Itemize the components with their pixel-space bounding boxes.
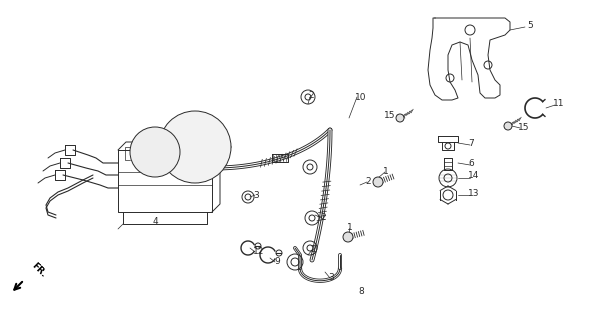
Text: 10: 10: [355, 92, 366, 101]
Circle shape: [159, 111, 231, 183]
Text: 9: 9: [274, 258, 280, 267]
Text: 15: 15: [518, 124, 530, 132]
Text: 1: 1: [383, 167, 389, 177]
Text: 3: 3: [253, 190, 259, 199]
Text: 12: 12: [253, 247, 264, 257]
Text: 8: 8: [358, 286, 363, 295]
Text: 5: 5: [527, 20, 532, 29]
Text: 6: 6: [468, 158, 474, 167]
Circle shape: [373, 177, 383, 187]
Text: 4: 4: [152, 218, 158, 227]
Circle shape: [343, 232, 353, 242]
Text: 11: 11: [553, 100, 564, 108]
Text: 2: 2: [308, 92, 314, 100]
Text: 3: 3: [328, 274, 334, 283]
Text: 15: 15: [384, 110, 395, 119]
Text: 2: 2: [365, 178, 371, 187]
Text: FR.: FR.: [30, 261, 48, 279]
Text: 2: 2: [310, 245, 316, 254]
Circle shape: [130, 127, 180, 177]
Text: 7: 7: [468, 139, 474, 148]
Text: 13: 13: [468, 188, 479, 197]
Circle shape: [504, 122, 512, 130]
Text: 14: 14: [468, 172, 479, 180]
Circle shape: [396, 114, 404, 122]
Text: 2: 2: [320, 213, 326, 222]
Text: 1: 1: [347, 223, 353, 233]
